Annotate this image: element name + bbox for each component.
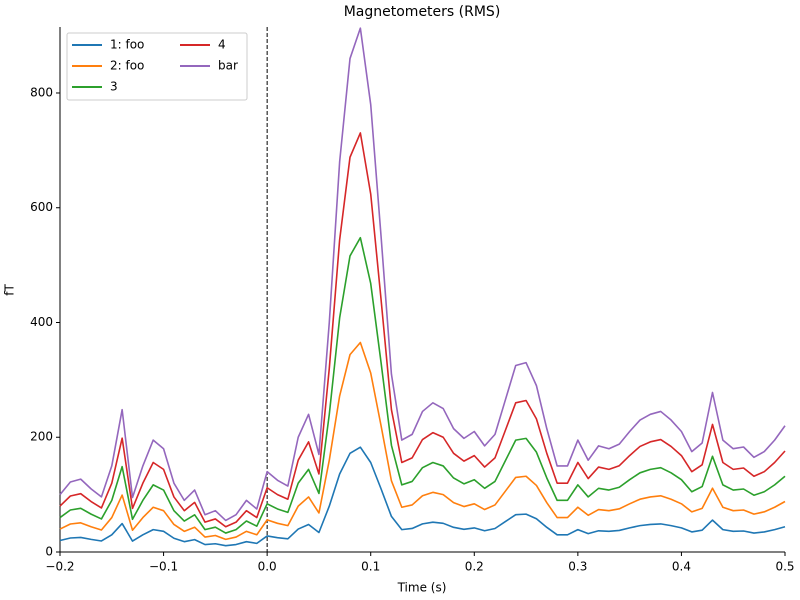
series-line (59, 236, 786, 534)
y-tick-label: 600 (30, 200, 53, 214)
x-tick-label: 0.5 (775, 560, 794, 574)
series-line (59, 27, 786, 522)
y-tick-label: 800 (30, 85, 53, 99)
x-tick-label: 0.2 (465, 560, 484, 574)
series-line (59, 341, 786, 541)
x-tick-label: 0.0 (258, 560, 277, 574)
x-tick-label: −0.2 (45, 560, 74, 574)
legend-label: 4 (218, 38, 226, 52)
legend-label: 2: foo (110, 59, 144, 73)
x-tick-label: −0.1 (149, 560, 178, 574)
legend-label: 1: foo (110, 38, 144, 52)
y-tick-label: 200 (30, 430, 53, 444)
series-line (59, 132, 786, 528)
x-tick-label: 0.3 (568, 560, 587, 574)
chart-title: Magnetometers (RMS) (344, 4, 501, 20)
legend-label: bar (218, 59, 238, 73)
x-axis-label: Time (s) (397, 581, 447, 595)
y-axis-label: fT (3, 284, 17, 296)
y-tick-label: 0 (45, 545, 53, 559)
x-tick-label: 0.4 (672, 560, 691, 574)
x-tick-label: 0.1 (361, 560, 380, 574)
y-tick-label: 400 (30, 315, 53, 329)
legend-label: 3 (110, 80, 118, 94)
series-line (59, 446, 786, 547)
legend-box (66, 32, 248, 101)
